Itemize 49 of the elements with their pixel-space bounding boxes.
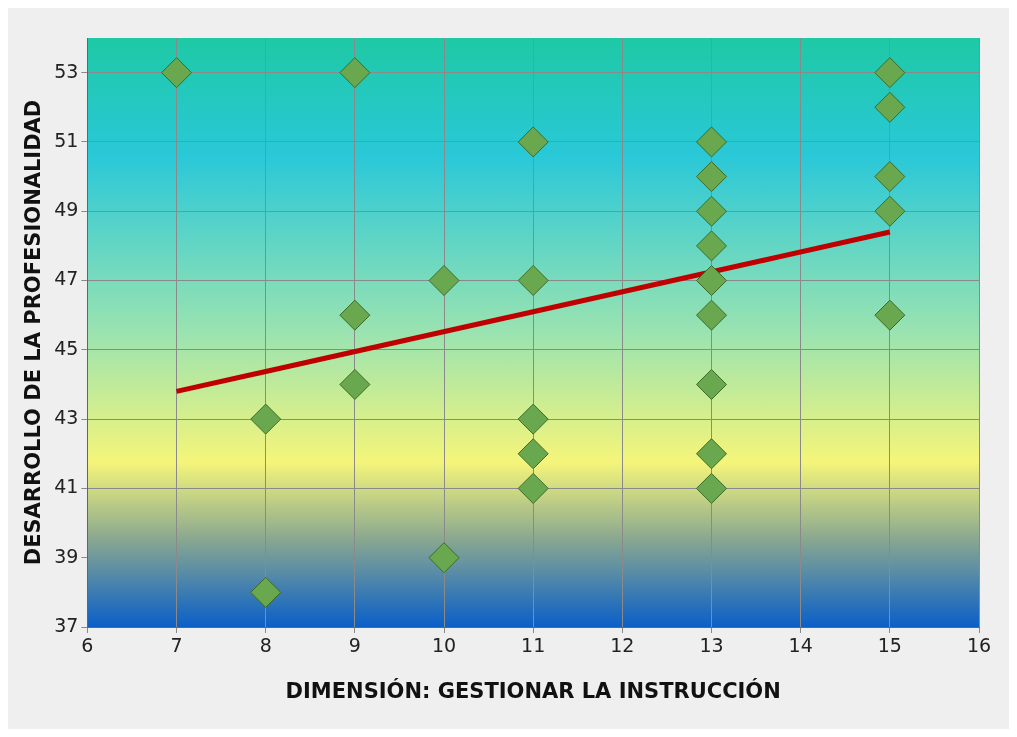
y-tick-label: 51 (54, 128, 79, 151)
point (161, 57, 193, 89)
x-axis-title: DIMENSIÓN: GESTIONAR LA INSTRUCCIÓN (285, 677, 781, 703)
point (874, 195, 906, 227)
point (874, 91, 906, 123)
point (339, 299, 371, 331)
y-tick-label: 47 (54, 267, 79, 290)
point (696, 161, 728, 193)
point (696, 195, 728, 227)
x-tick-label: 7 (170, 634, 183, 657)
y-tick-label: 39 (54, 544, 79, 567)
y-tick-label: 45 (54, 336, 79, 359)
x-tick-label: 14 (788, 634, 813, 657)
y-tick-label: 53 (54, 59, 79, 82)
point (696, 472, 728, 504)
point (517, 472, 549, 504)
x-tick-label: 8 (259, 634, 272, 657)
point (696, 230, 728, 262)
y-tick-label: 41 (54, 475, 79, 498)
x-tick-label: 9 (348, 634, 361, 657)
point (517, 265, 549, 297)
x-tick-label: 13 (699, 634, 724, 657)
point (874, 161, 906, 193)
x-tick-label: 12 (610, 634, 635, 657)
point (696, 299, 728, 331)
point (517, 403, 549, 435)
y-tick-label: 37 (54, 613, 79, 636)
x-tick-label: 6 (81, 634, 94, 657)
point (517, 438, 549, 470)
point (696, 368, 728, 400)
point (874, 299, 906, 331)
point (696, 265, 728, 297)
point (428, 542, 460, 574)
point (517, 126, 549, 158)
y-axis-title: DESARROLLO DE LA PROFESIONALIDAD (21, 99, 46, 566)
point (250, 576, 282, 608)
point (696, 126, 728, 158)
point (696, 438, 728, 470)
x-tick-label: 16 (966, 634, 992, 657)
x-tick-label: 11 (521, 634, 546, 657)
x-tick-label: 10 (431, 634, 457, 657)
point (428, 265, 460, 297)
point (874, 57, 906, 89)
y-tick-label: 43 (54, 406, 79, 429)
y-tick-label: 49 (54, 198, 79, 221)
point (250, 403, 282, 435)
x-tick-label: 15 (877, 634, 902, 657)
point (339, 57, 371, 89)
point (339, 368, 371, 400)
